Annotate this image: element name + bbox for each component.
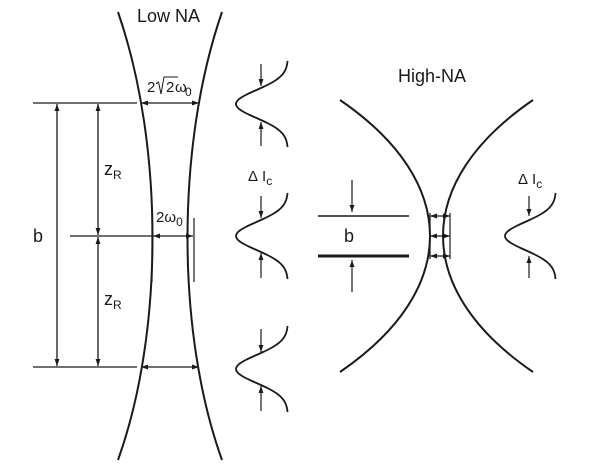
high-na-b-label: b [344, 226, 354, 246]
high-na-right-envelope [442, 99, 534, 373]
low-na-delta-ic-label: Δ Ic [248, 168, 272, 188]
rayleigh-upper-label: zR [104, 159, 122, 182]
svg-text:2: 2 [147, 79, 155, 96]
high-na-intensity-profile [504, 192, 557, 280]
intensity-profile-top [235, 60, 289, 148]
svg-text:2: 2 [166, 79, 174, 96]
rayleigh-lower-label: zR [104, 289, 122, 312]
sqrt-radical [155, 76, 178, 95]
intensity-profile-bottom [235, 325, 289, 413]
high-na-delta-ic-label: Δ Ic [518, 171, 542, 191]
waist-center-label: 2ω0 [156, 209, 183, 229]
svg-text:ω: ω [175, 79, 187, 96]
intensity-profile-center [235, 192, 289, 280]
waist-top-label: 2 2 ω 0 [147, 76, 192, 99]
low-na-title: Low NA [137, 6, 200, 26]
high-na-title: High-NA [398, 66, 466, 86]
svg-text:0: 0 [185, 85, 192, 99]
low-na-b-label: b [33, 226, 43, 246]
